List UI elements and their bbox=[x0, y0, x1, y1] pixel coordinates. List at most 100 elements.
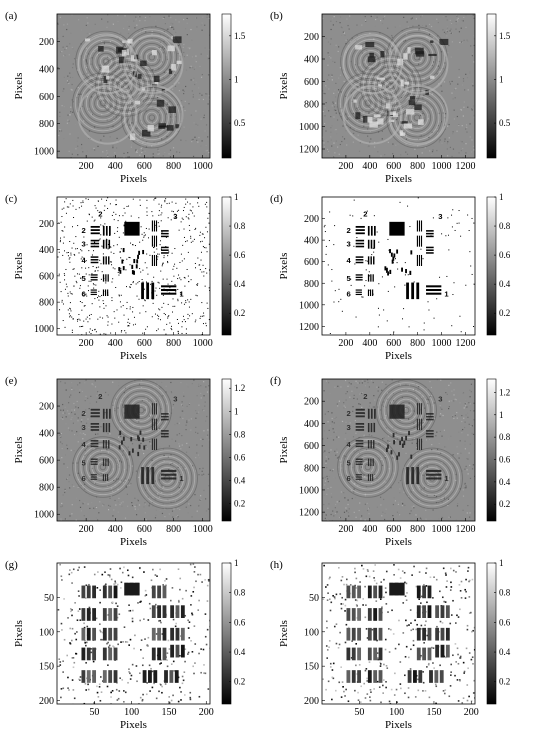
speckle bbox=[411, 442, 413, 444]
speckle bbox=[143, 454, 145, 456]
speckle bbox=[83, 120, 85, 122]
speckle bbox=[358, 479, 361, 482]
speckle bbox=[183, 507, 185, 510]
speckle bbox=[195, 426, 197, 428]
target-bar bbox=[151, 254, 153, 266]
target-bar bbox=[108, 608, 113, 621]
speckle bbox=[365, 458, 367, 461]
speckle bbox=[129, 124, 131, 126]
speckle bbox=[62, 90, 64, 92]
speckle bbox=[190, 114, 192, 116]
noise-dot bbox=[146, 207, 148, 209]
noise-dot bbox=[184, 660, 186, 663]
noise-dot bbox=[332, 677, 335, 680]
speckle bbox=[334, 416, 336, 418]
noise-dot bbox=[76, 282, 78, 284]
speckle bbox=[119, 481, 121, 483]
speckle bbox=[161, 381, 163, 383]
speckle bbox=[119, 438, 121, 440]
speckle bbox=[143, 452, 145, 455]
noise-dot bbox=[362, 604, 364, 606]
speckle bbox=[433, 494, 436, 496]
noise-dot bbox=[120, 306, 122, 308]
speckle bbox=[324, 419, 326, 421]
target-bar bbox=[418, 418, 421, 431]
fringe-ring bbox=[123, 34, 184, 95]
noise-dot bbox=[394, 647, 397, 650]
target-bar bbox=[355, 445, 364, 448]
speckle bbox=[472, 145, 475, 148]
speckle bbox=[368, 112, 370, 114]
noise-dot bbox=[355, 316, 357, 318]
speckle bbox=[195, 81, 197, 83]
speckle bbox=[345, 54, 347, 56]
speckle bbox=[408, 386, 410, 388]
speckle bbox=[370, 15, 372, 18]
speckle bbox=[189, 47, 191, 49]
noise-dot bbox=[71, 614, 73, 617]
noise-dot bbox=[62, 660, 64, 663]
noise-dot bbox=[193, 215, 195, 217]
speckle bbox=[154, 480, 157, 482]
speckle bbox=[343, 511, 346, 513]
speckle bbox=[330, 131, 332, 133]
speckle bbox=[334, 61, 336, 63]
target-numeral: 1 bbox=[444, 474, 449, 483]
noise-dot bbox=[127, 321, 129, 323]
speckle bbox=[118, 79, 120, 81]
speckle bbox=[139, 459, 141, 461]
speckle bbox=[427, 104, 430, 106]
speckle bbox=[418, 500, 421, 502]
noise-dot bbox=[73, 661, 76, 664]
speckle bbox=[330, 57, 332, 59]
speckle bbox=[455, 20, 457, 23]
noise-dot bbox=[190, 235, 192, 237]
speckle bbox=[353, 451, 355, 453]
noise-dot bbox=[120, 331, 122, 333]
noise-dot bbox=[86, 316, 88, 318]
noise-dot bbox=[60, 291, 62, 293]
noise-dot bbox=[114, 580, 116, 583]
speckle bbox=[60, 130, 63, 132]
target-bar bbox=[151, 418, 153, 431]
speckle bbox=[178, 82, 180, 84]
speckle bbox=[416, 446, 418, 449]
speckle bbox=[465, 487, 467, 489]
speckle bbox=[94, 433, 97, 435]
noise-dot bbox=[115, 688, 118, 691]
noise-dot bbox=[454, 229, 456, 231]
noise-dot bbox=[63, 273, 65, 275]
speckle bbox=[384, 429, 386, 431]
noise-dot bbox=[82, 295, 84, 297]
noise-dot bbox=[95, 617, 98, 620]
x-tick-label: 1000 bbox=[432, 161, 452, 172]
noise-dot bbox=[174, 284, 176, 286]
speckle bbox=[170, 454, 172, 456]
speckle bbox=[342, 136, 344, 138]
target-bar bbox=[161, 469, 177, 472]
speckle bbox=[465, 486, 467, 488]
noise-dot bbox=[120, 267, 122, 269]
pattern-blob bbox=[399, 130, 404, 136]
speckle bbox=[399, 25, 401, 27]
noise-dot bbox=[129, 286, 131, 288]
speckle bbox=[134, 27, 136, 29]
noise-dot bbox=[178, 229, 180, 231]
speckle bbox=[197, 454, 200, 456]
speckle bbox=[433, 61, 435, 63]
speckle bbox=[194, 470, 197, 472]
speckle bbox=[384, 457, 386, 459]
speckle bbox=[421, 441, 423, 443]
noise-dot bbox=[325, 688, 327, 691]
speckle bbox=[87, 22, 89, 24]
speckle bbox=[191, 139, 193, 141]
pattern-blob bbox=[171, 64, 176, 71]
speckle bbox=[107, 509, 110, 511]
speckle bbox=[194, 431, 197, 433]
speckle bbox=[72, 48, 74, 50]
noise-dot bbox=[69, 608, 72, 610]
noise-dot bbox=[70, 310, 72, 312]
target-bar bbox=[180, 644, 185, 658]
target-bar bbox=[151, 647, 156, 661]
noise-dot bbox=[335, 689, 337, 692]
